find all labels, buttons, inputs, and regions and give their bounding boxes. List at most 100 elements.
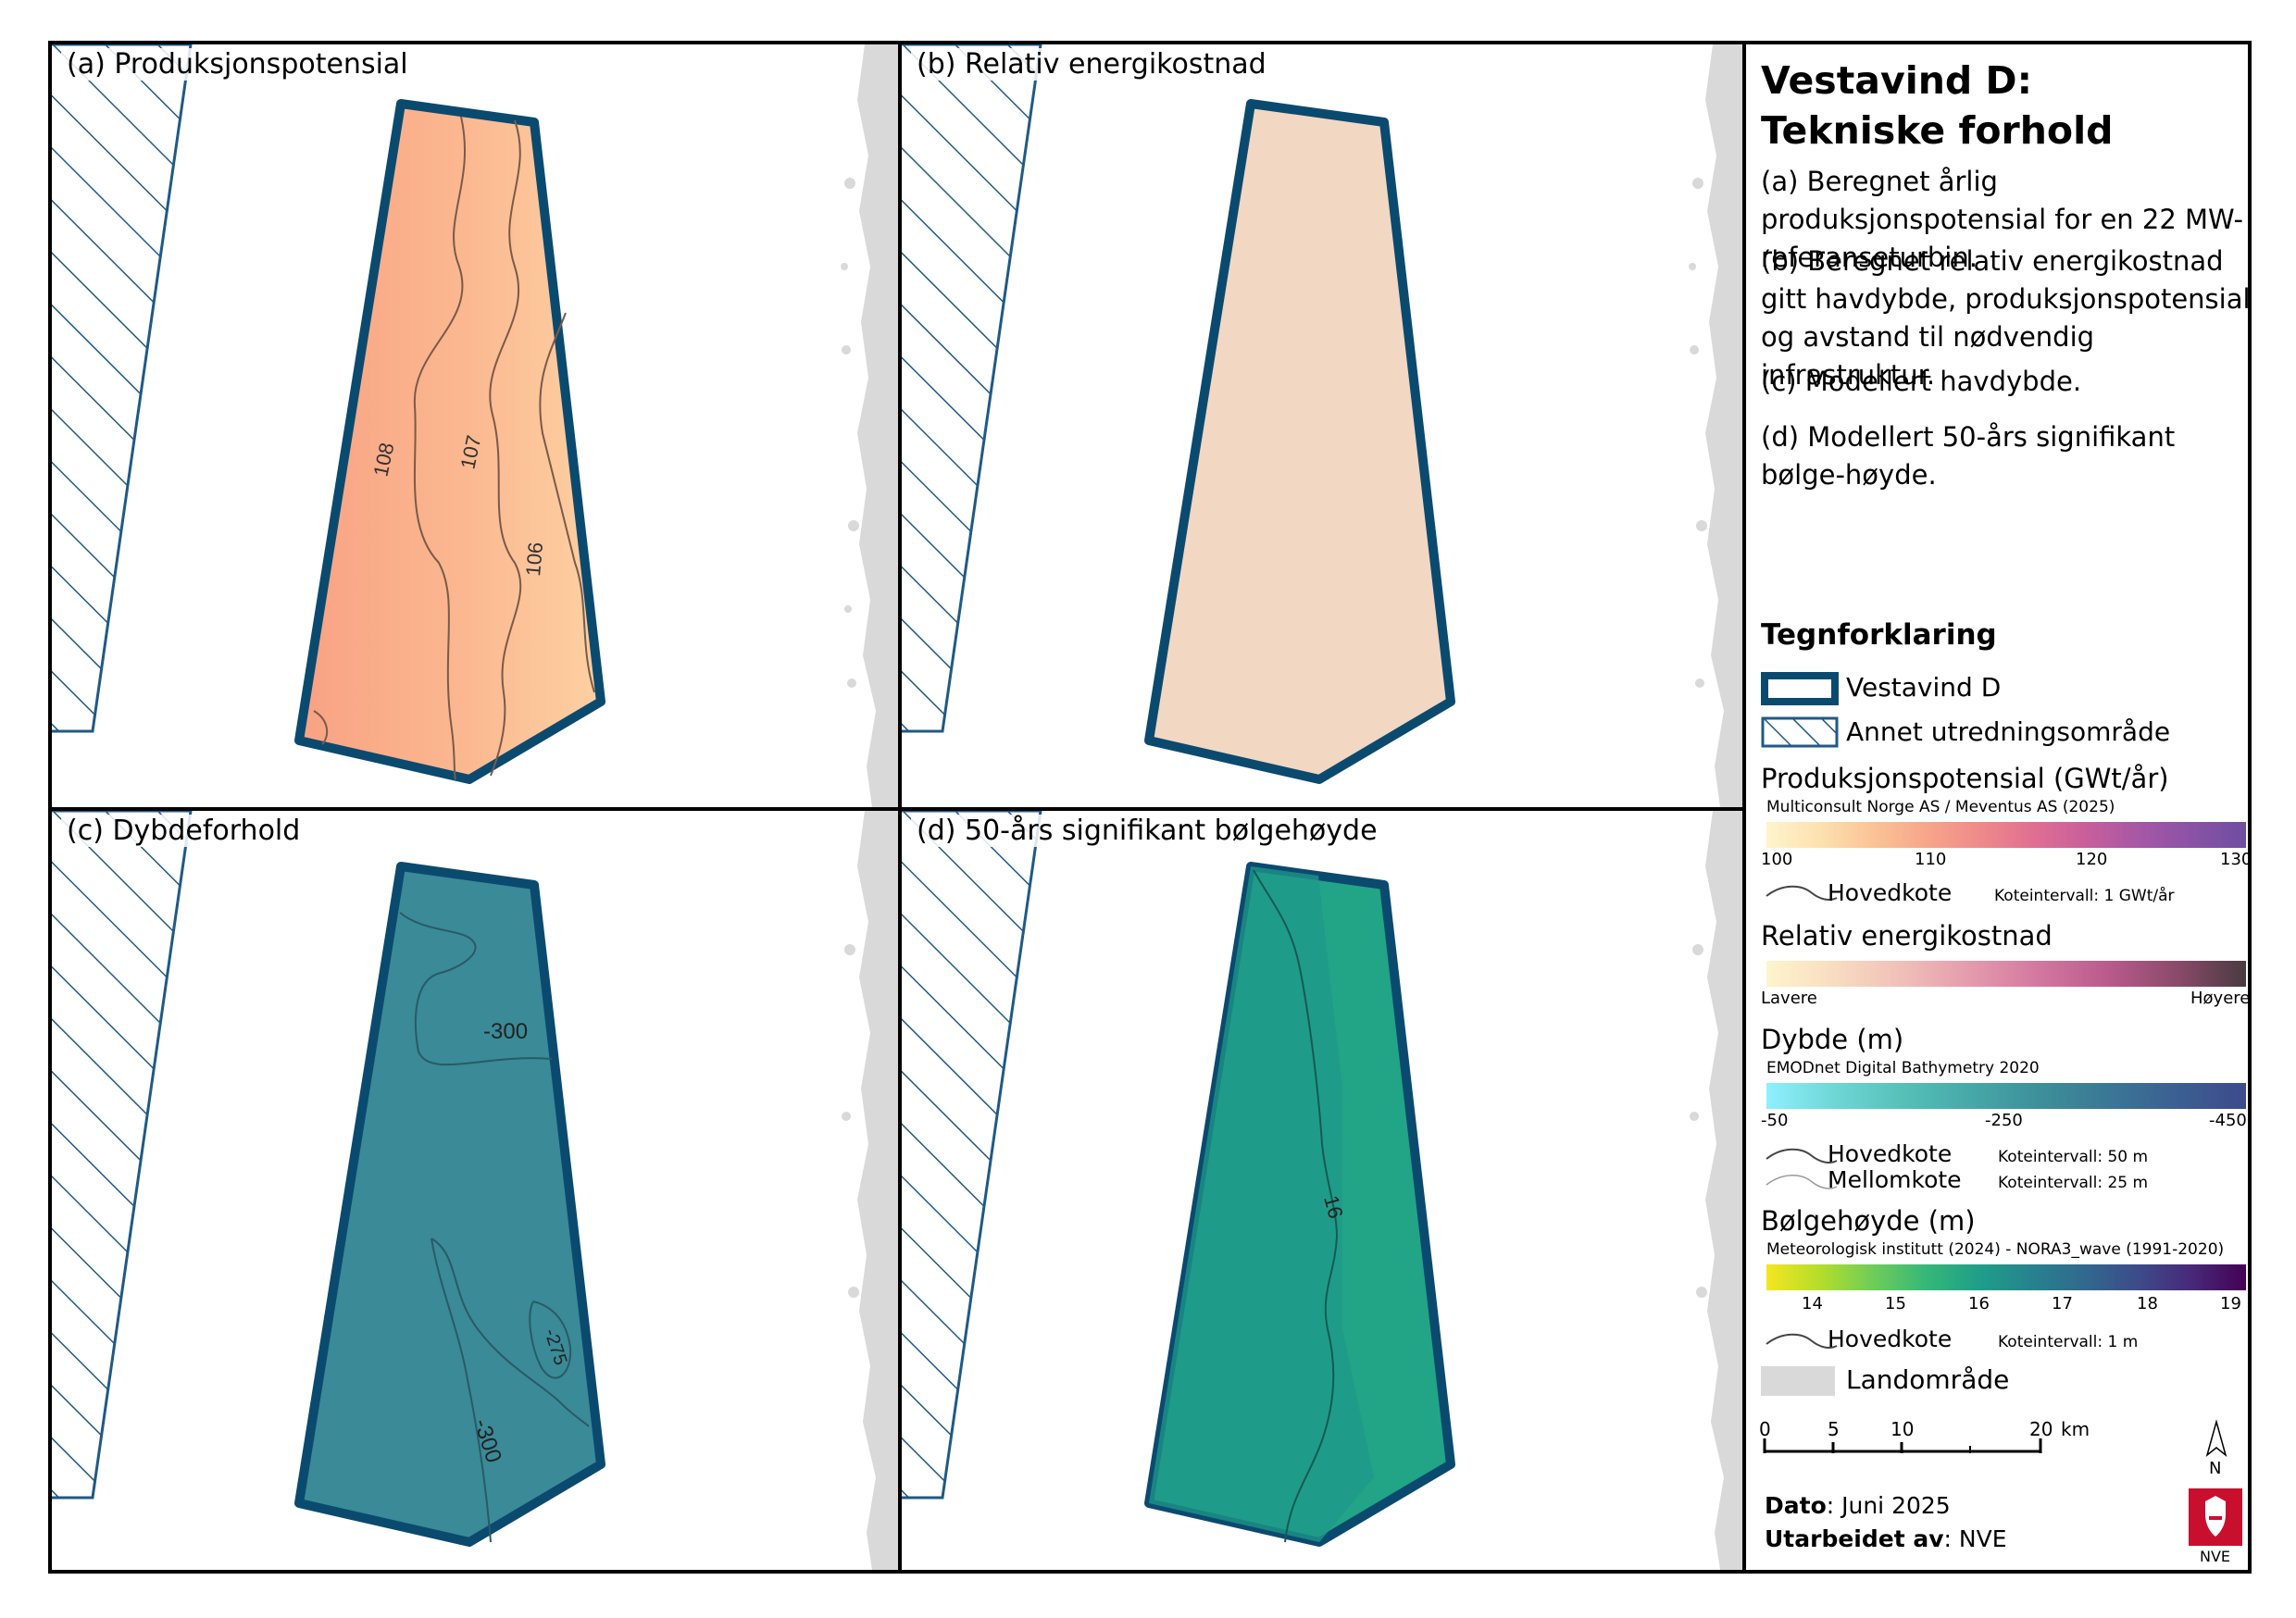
date-line: Dato: Juni 2025 (1765, 1492, 1951, 1519)
depth-color-ramp (1766, 1083, 2246, 1109)
depth-tick-250: -250 (1985, 1111, 2023, 1130)
nve-emblem-icon (2205, 1496, 2226, 1537)
land-symbol (1761, 1366, 1835, 1396)
depth-tick-50: -50 (1761, 1111, 1789, 1130)
contour-lines (399, 912, 590, 1543)
wave-tick-15: 15 (1885, 1294, 1906, 1313)
wave-tick-14: 14 (1802, 1294, 1823, 1313)
wave-contour-label: Hovedkote (1828, 1326, 1953, 1352)
depth-tick-450: -450 (2209, 1111, 2247, 1130)
map-title-line1: Vestavind D: (1761, 58, 2032, 103)
prod-contour-symbol (1766, 885, 1838, 901)
wave-zone-lower (1149, 866, 1374, 1542)
wave-map: 16 (902, 811, 1746, 1570)
cost-low-label: Lavere (1761, 989, 1817, 1008)
map-frame: 108 107 106 (a) Produksjonspotensial (b)… (48, 41, 2252, 1574)
contour-label-106: 106 (521, 541, 547, 578)
land-label: Landområde (1846, 1364, 2010, 1395)
panel-relative-cost: (b) Relativ energikostnad (902, 44, 1746, 807)
description-d: (d) Modellert 50-års signifikant bølge-h… (1761, 421, 2176, 491)
cost-map (902, 44, 1746, 807)
wave-tick-19: 19 (2220, 1294, 2241, 1313)
panel-d-title: (d) 50-års signifikant bølgehøyde (911, 815, 1383, 847)
contour-label-300: -300 (483, 1019, 528, 1044)
contour-lines (1253, 869, 1339, 1543)
nve-logo (2189, 1488, 2242, 1546)
author-label: Utarbeidet av (1765, 1525, 1944, 1552)
scale-unit: km (2061, 1418, 2090, 1440)
nve-logo-text: NVE (2200, 1548, 2231, 1565)
cost-legend-title: Relativ energikostnad (1761, 920, 2053, 952)
depth-source: EMODnet Digital Bathymetry 2020 (1766, 1059, 2040, 1077)
north-arrow-icon (2205, 1419, 2227, 1458)
panel-wave-height: 16 (d) 50-års signifikant bølgehøyde (902, 811, 1746, 1570)
author-value: : NVE (1943, 1525, 2007, 1552)
prod-tick-130: 130 (2220, 850, 2252, 869)
prod-tick-100: 100 (1761, 850, 1793, 869)
divider-legend (1742, 44, 1746, 1570)
divider-horizontal (52, 807, 1742, 811)
panel-a-title: (a) Produksjonspotensial (61, 48, 414, 81)
map-title-line2: Tekniske forhold (1761, 108, 2114, 153)
wave-tick-17: 17 (2052, 1294, 2073, 1313)
depth-map: -300 -275 -300 (52, 811, 898, 1570)
description-c: (c) Modellert havdybde. (1761, 366, 2082, 397)
cost-high-label: Høyere (2190, 989, 2251, 1008)
panel-depth: -300 -275 -300 (c) Dybdeforhold (52, 811, 898, 1570)
prod-tick-120: 120 (2076, 850, 2108, 869)
cost-color-ramp (1766, 961, 2246, 987)
depth-mid-contour-label: Mellomkote (1828, 1166, 1962, 1193)
legend-panel: Vestavind D: Tekniske forhold (a) Beregn… (1746, 44, 2252, 1570)
depth-mid-contour-symbol (1766, 1175, 1838, 1189)
scale-bar (1763, 1438, 2042, 1453)
wave-color-ramp (1766, 1264, 2246, 1290)
scale-tick-20: 20 (2029, 1418, 2053, 1440)
other-study-area (902, 811, 1042, 1500)
land-area (1690, 811, 1746, 1570)
author-line: Utarbeidet av: NVE (1765, 1525, 2007, 1552)
other-study-area (52, 44, 193, 733)
depth-main-interval: Koteintervall: 50 m (1998, 1148, 2149, 1166)
depth-main-contour-symbol (1766, 1148, 1838, 1164)
wave-tick-18: 18 (2137, 1294, 2158, 1313)
depth-main-contour-label: Hovedkote (1828, 1140, 1953, 1167)
prod-legend-title: Produksjonspotensial (GWt/år) (1761, 763, 2169, 794)
date-value: : Juni 2025 (1826, 1492, 1951, 1519)
date-label: Dato (1765, 1492, 1827, 1519)
vestavind-d-label: Vestavind D (1846, 672, 2002, 703)
panel-production-potential: 108 107 106 (a) Produksjonspotensial (52, 44, 898, 807)
wave-source: Meteorologisk institutt (2024) - NORA3_w… (1766, 1240, 2225, 1259)
vestavind-d-area (294, 862, 605, 1547)
land-area (1689, 44, 1746, 807)
description-b: (b) Beregnet relativ energikostnad gitt … (1761, 245, 2251, 391)
north-label: N (2209, 1459, 2222, 1478)
wave-contour-symbol (1766, 1333, 1838, 1349)
scale-tick-0: 0 (1759, 1418, 1771, 1440)
depth-legend-title: Dybde (m) (1761, 1024, 1904, 1055)
wave-tick-16: 16 (1968, 1294, 1990, 1313)
other-area-label: Annet utredningsområde (1846, 716, 2171, 747)
prod-source: Multiconsult Norge AS / Meventus AS (202… (1766, 798, 2115, 816)
land-area (842, 811, 898, 1570)
prod-contour-label: Hovedkote (1828, 879, 1953, 906)
panel-b-title: (b) Relativ energikostnad (911, 48, 1272, 81)
wave-contour-interval: Koteintervall: 1 m (1998, 1333, 2139, 1351)
panel-c-title: (c) Dybdeforhold (61, 815, 306, 847)
vestavind-d-area (294, 99, 605, 784)
other-study-area (902, 44, 1042, 733)
prod-contour-interval: Koteintervall: 1 GWt/år (1994, 887, 2175, 905)
prod-color-ramp (1766, 822, 2246, 848)
description-a: (a) Beregnet årlig produksjonspotensial … (1761, 166, 2244, 273)
scale-tick-10: 10 (1890, 1418, 1915, 1440)
legend-heading: Tegnforklaring (1761, 618, 1997, 652)
vestavind-d-area (1144, 99, 1455, 784)
wave-legend-title: Bølgehøyde (m) (1761, 1205, 1976, 1237)
production-map: 108 107 106 (52, 44, 898, 807)
other-area-symbol (1761, 716, 1839, 748)
prod-tick-110: 110 (1915, 850, 1947, 869)
vestavind-d-symbol (1761, 672, 1839, 705)
other-study-area (52, 811, 193, 1500)
land-area (841, 44, 898, 807)
contour-lines (313, 116, 595, 780)
scale-tick-5: 5 (1828, 1418, 1840, 1440)
